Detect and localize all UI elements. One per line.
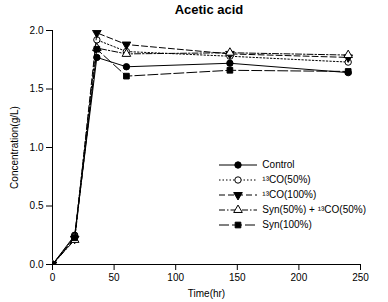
html-text:Syn(100%): Syn(100%) [262, 219, 312, 230]
svg-text:100: 100 [167, 272, 184, 283]
svg-text:0.5: 0.5 [30, 200, 44, 211]
html-text:Control: Control [262, 159, 295, 170]
svg-text:Time(hr): Time(hr) [188, 288, 225, 299]
svg-text:200: 200 [291, 272, 308, 283]
html-text:¹³CO(100%): ¹³CO(100%) [262, 189, 317, 200]
svg-text:150: 150 [229, 272, 246, 283]
svg-text:50: 50 [109, 272, 121, 283]
svg-text:250: 250 [352, 272, 369, 283]
svg-text:1.5: 1.5 [30, 83, 44, 94]
svg-text:2.0: 2.0 [30, 25, 44, 36]
svg-text:Concentration(g/L): Concentration(g/L) [9, 106, 20, 189]
svg-text:0.0: 0.0 [30, 259, 44, 270]
svg-text:1.0: 1.0 [30, 142, 44, 153]
html-text:¹³CO(50%): ¹³CO(50%) [262, 174, 311, 185]
svg-text:0: 0 [50, 272, 56, 283]
html-text:Acetic acid: Acetic acid [174, 2, 244, 17]
html-text:Syn(50%) + ¹³CO(50%): Syn(50%) + ¹³CO(50%) [262, 204, 366, 215]
